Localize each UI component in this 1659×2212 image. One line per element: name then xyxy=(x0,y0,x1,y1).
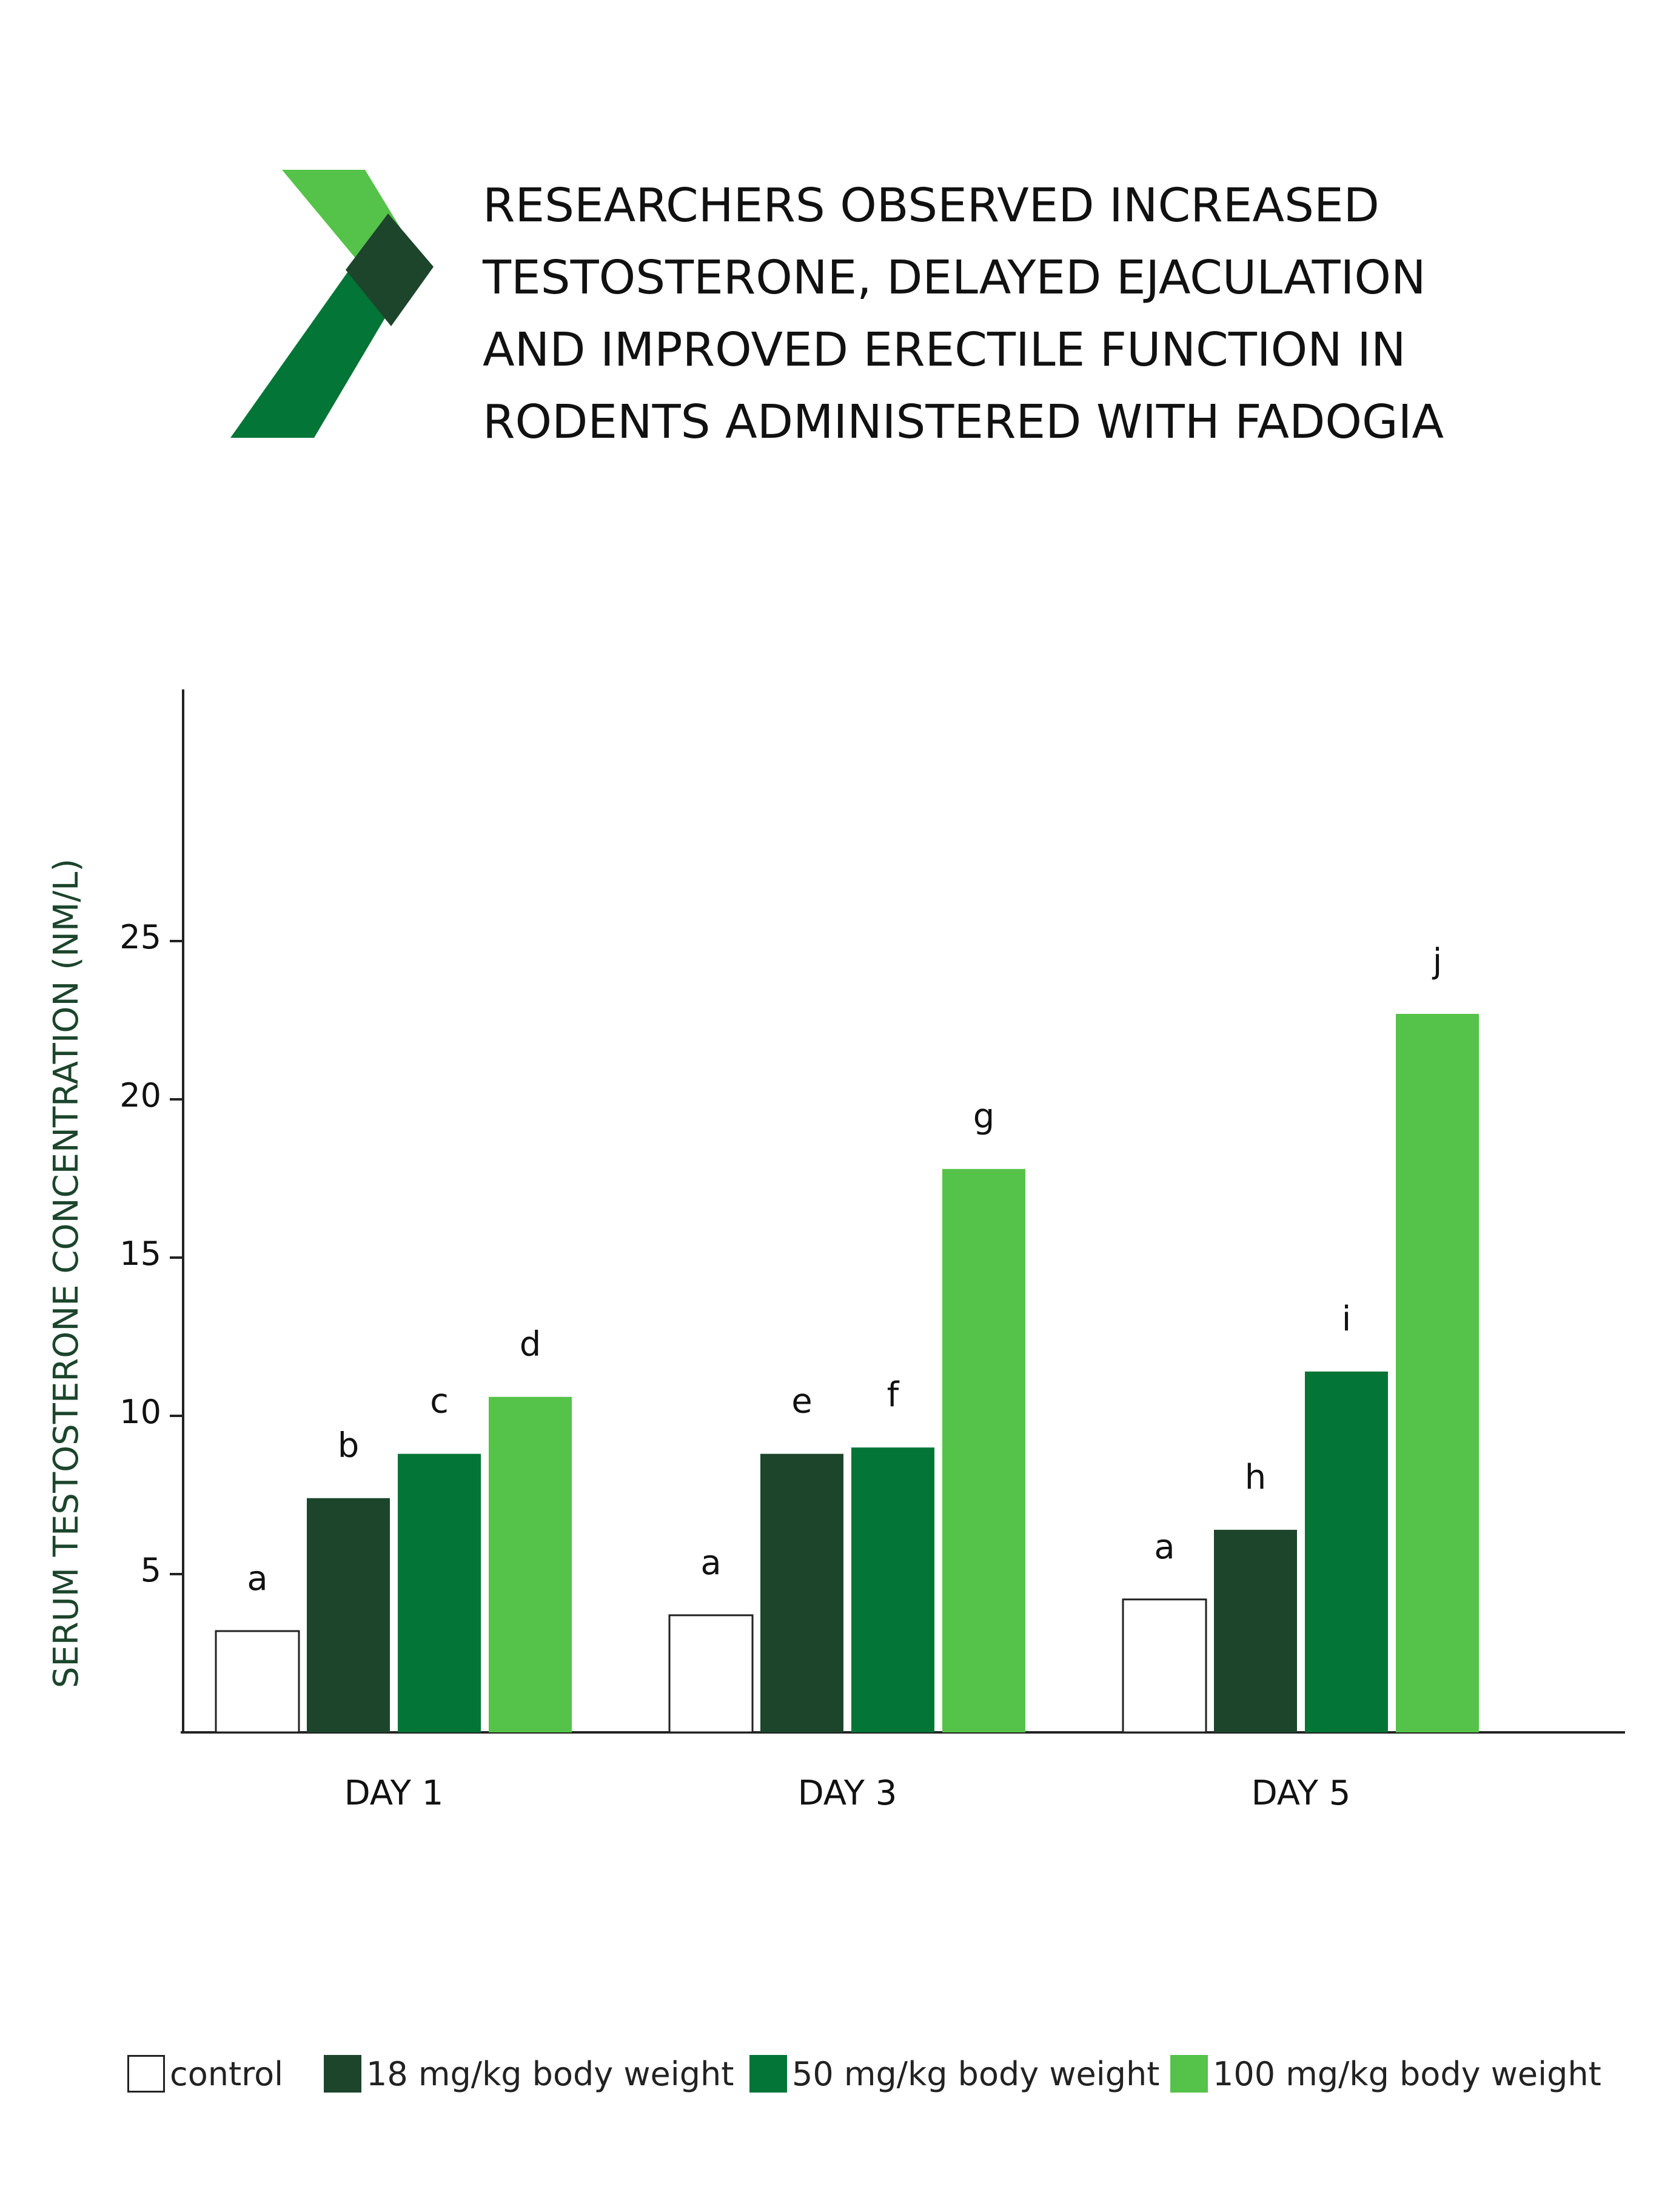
legend-label-100mg: 100 mg/kg body weight xyxy=(1213,2054,1601,2093)
legend-item-control: control xyxy=(127,2049,283,2098)
data-label-day-3-series-0: a xyxy=(700,1543,721,1583)
y-tick-label-20: 20 xyxy=(119,1076,161,1114)
bar-chart: 5 10 15 20 25 SERUM TESTOSTERONE CONCENTRATIO… xyxy=(47,689,1625,1813)
title-line-2: TESTOSTERONE, DELAYED EJACULATION xyxy=(483,251,1426,305)
data-label-day-5-series-1: h xyxy=(1245,1458,1267,1497)
brand-chevron-logo xyxy=(230,170,434,438)
title-line-1: RESEARCHERS OBSERVED INCREASED xyxy=(483,179,1379,233)
legend-swatch-18mg xyxy=(324,2055,361,2093)
bar-day-5-series-0 xyxy=(1122,1598,1207,1734)
logo-overlap xyxy=(346,213,434,326)
data-label-day-5-series-0: a xyxy=(1154,1527,1175,1567)
y-axis-title: SERUM TESTOSTERONE CONCENTRATION (NM/L) xyxy=(47,859,86,1688)
x-category-label-1: DAY 3 xyxy=(798,1774,897,1813)
x-category-label-2: DAY 5 xyxy=(1252,1774,1351,1813)
logo-lower-arm xyxy=(230,260,420,438)
page-title: RESEARCHERS OBSERVED INCREASED TESTOSTER… xyxy=(483,170,1513,458)
legend-item-18mg: 18 mg/kg body weight xyxy=(324,2049,734,2098)
legend-swatch-100mg xyxy=(1170,2055,1208,2093)
bar-day-1-series-1 xyxy=(307,1498,390,1732)
legend-item-50mg: 50 mg/kg body weight xyxy=(749,2049,1159,2098)
legend-label-18mg: 18 mg/kg body weight xyxy=(366,2054,734,2093)
bar-day-3-series-1 xyxy=(760,1453,843,1732)
legend-swatch-50mg xyxy=(749,2055,787,2093)
bar-day-5-series-2 xyxy=(1305,1371,1388,1732)
bar-day-5-series-3 xyxy=(1396,1014,1479,1732)
bar-day-3-series-2 xyxy=(851,1447,934,1732)
bar-day-1-series-2 xyxy=(398,1453,481,1732)
legend-item-100mg: 100 mg/kg body weight xyxy=(1170,2049,1601,2098)
data-label-day-3-series-3: g xyxy=(973,1097,995,1136)
y-tick-label-25: 25 xyxy=(119,918,161,956)
bar-day-5-series-1 xyxy=(1214,1529,1297,1732)
title-line-3: AND IMPROVED ERECTILE FUNCTION IN xyxy=(483,323,1406,377)
bar-day-3-series-3 xyxy=(942,1168,1025,1732)
x-category-label-0: DAY 1 xyxy=(344,1774,444,1813)
data-label-day-1-series-0: a xyxy=(247,1559,267,1598)
legend-label-control: control xyxy=(170,2054,284,2093)
bar-day-1-series-3 xyxy=(489,1396,572,1732)
legend-swatch-control xyxy=(127,2055,165,2093)
data-label-day-3-series-1: e xyxy=(791,1382,812,1421)
data-label-day-5-series-3: j xyxy=(1432,942,1443,981)
data-label-day-1-series-2: c xyxy=(430,1382,449,1421)
data-label-day-3-series-2: f xyxy=(887,1375,900,1415)
y-tick-label-15: 15 xyxy=(119,1235,161,1273)
chart-legend: control 18 mg/kg body weight 50 mg/kg bo… xyxy=(0,2049,1659,2122)
data-label-day-5-series-2: i xyxy=(1342,1299,1352,1339)
legend-label-50mg: 50 mg/kg body weight xyxy=(792,2054,1160,2093)
title-line-4: RODENTS ADMINISTERED WITH FADOGIA xyxy=(483,395,1444,449)
y-tick-label-5: 5 xyxy=(141,1551,161,1589)
data-label-day-1-series-3: d xyxy=(520,1325,541,1364)
y-tick-label-10: 10 xyxy=(119,1393,161,1431)
bar-day-3-series-0 xyxy=(668,1614,754,1734)
bar-day-1-series-0 xyxy=(215,1630,300,1734)
data-label-day-1-series-1: b xyxy=(338,1426,360,1466)
